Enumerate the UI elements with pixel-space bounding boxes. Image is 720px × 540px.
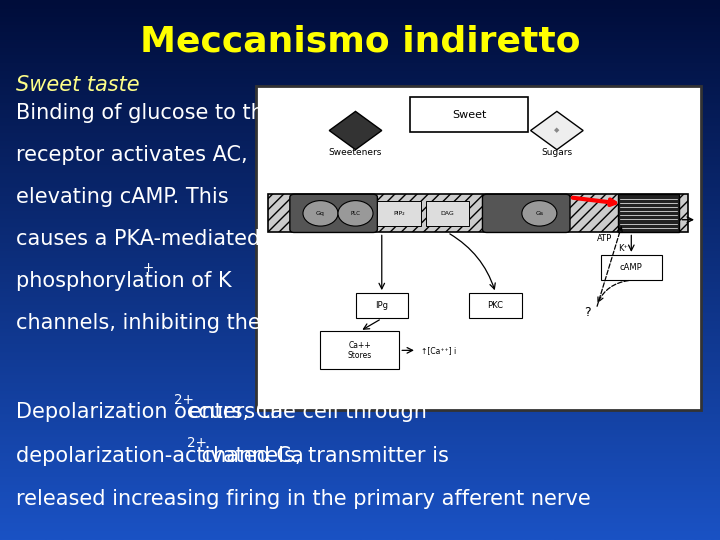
Text: Gq: Gq (316, 211, 325, 216)
Text: depolarization-activated Ca: depolarization-activated Ca (16, 446, 304, 465)
Text: ATP: ATP (598, 234, 613, 244)
FancyBboxPatch shape (482, 194, 570, 232)
Text: Sweet: Sweet (452, 110, 487, 119)
Text: elevating cAMP. This: elevating cAMP. This (16, 187, 228, 207)
Text: channels, transmitter is: channels, transmitter is (195, 446, 449, 465)
Text: PKC: PKC (487, 301, 503, 310)
Bar (426, 200, 469, 226)
Bar (469, 293, 522, 319)
Circle shape (522, 201, 557, 226)
Text: IPg: IPg (375, 301, 388, 310)
Text: Depolarization occurs, Ca: Depolarization occurs, Ca (16, 402, 283, 422)
Text: +: + (143, 261, 154, 275)
Text: phosphorylation of K: phosphorylation of K (16, 271, 231, 291)
Text: released increasing firing in the primary afferent nerve: released increasing firing in the primar… (16, 489, 590, 509)
Bar (268, 194, 688, 232)
Text: causes a PKA-mediated: causes a PKA-mediated (16, 229, 260, 249)
Polygon shape (329, 111, 382, 150)
Bar (356, 293, 408, 319)
Text: Sweet taste: Sweet taste (16, 75, 140, 94)
Bar (320, 331, 400, 369)
Text: Sweeteners: Sweeteners (329, 148, 382, 157)
FancyBboxPatch shape (256, 86, 701, 410)
Bar (618, 194, 680, 232)
Text: Sugars: Sugars (541, 148, 572, 157)
Text: Meccanismo indiretto: Meccanismo indiretto (140, 24, 580, 58)
Text: 2+: 2+ (174, 393, 194, 407)
Text: PIP₂: PIP₂ (393, 211, 405, 216)
Text: ?: ? (584, 306, 591, 319)
Bar (377, 200, 421, 226)
Text: enters the cell through: enters the cell through (182, 402, 428, 422)
Text: PLC: PLC (351, 211, 361, 216)
Circle shape (303, 201, 338, 226)
Text: ↑[Ca⁺⁺] i: ↑[Ca⁺⁺] i (421, 346, 456, 355)
Text: Ca++
Stores: Ca++ Stores (348, 341, 372, 360)
Text: ◆: ◆ (554, 127, 559, 133)
Text: DAG: DAG (441, 211, 454, 216)
FancyBboxPatch shape (410, 97, 528, 132)
Bar (600, 255, 662, 280)
Polygon shape (531, 111, 583, 150)
Text: Gs: Gs (535, 211, 544, 216)
FancyBboxPatch shape (290, 194, 377, 232)
Text: 2+: 2+ (187, 436, 207, 450)
Text: cAMP: cAMP (620, 263, 643, 272)
Text: Binding of glucose to the: Binding of glucose to the (16, 103, 276, 123)
Text: K⁺: K⁺ (618, 244, 628, 253)
Circle shape (338, 201, 373, 226)
Text: receptor activates AC,: receptor activates AC, (16, 145, 248, 165)
Text: channels, inhibiting them.: channels, inhibiting them. (16, 313, 287, 333)
